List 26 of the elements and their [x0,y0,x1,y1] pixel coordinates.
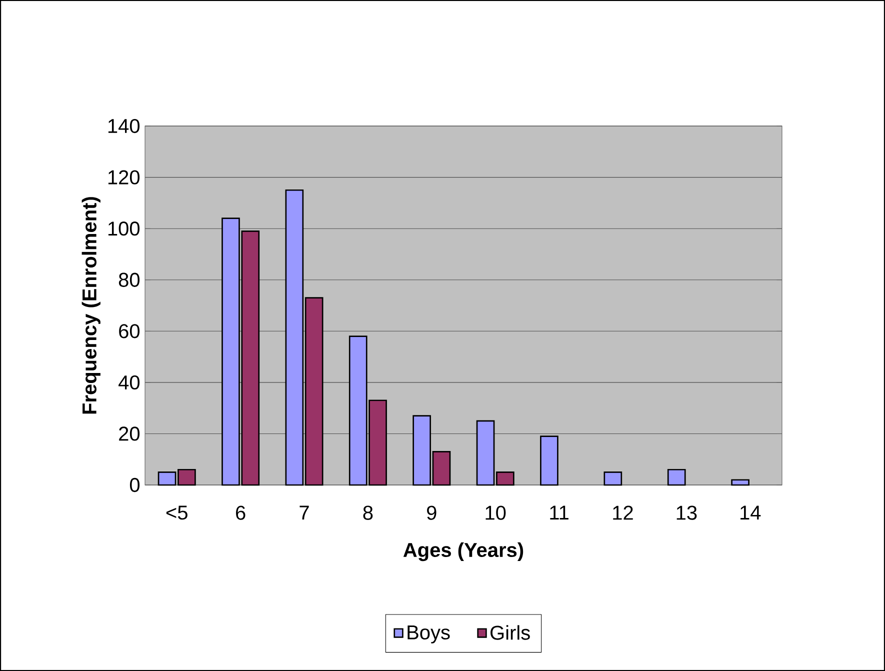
y-tick-label: 20 [119,426,140,441]
y-tick-label: 120 [108,170,140,184]
y-tick-label: 100 [108,222,140,236]
bar [540,436,558,486]
x-tick-label: 14 [740,506,761,520]
y-tick-label: 80 [118,272,140,287]
x-tick-label: 12 [613,506,633,520]
bar [667,468,686,486]
bar [731,479,750,486]
y-tick-label: 0 [130,478,140,492]
x-tick-label: 11 [550,506,568,520]
y-axis-title: Frequency (Enrolment) [82,197,100,414]
x-tick-label: 10 [486,506,506,520]
x-tick-label: 13 [676,506,697,520]
bar [604,472,622,486]
legend-label: Girls [490,625,530,640]
x-tick-label: 8 [363,506,373,520]
y-tick-label: 40 [118,375,140,390]
x-tick-label: 9 [427,506,436,520]
x-tick-label: 7 [300,506,309,520]
x-axis-title: Ages (Years) [403,542,524,562]
y-tick-label: 60 [119,324,140,338]
x-tick-label: <5 [166,506,188,520]
legend-label: Boys [408,626,450,644]
y-tick-label: 140 [108,118,140,134]
x-tick-label: 6 [236,506,246,520]
